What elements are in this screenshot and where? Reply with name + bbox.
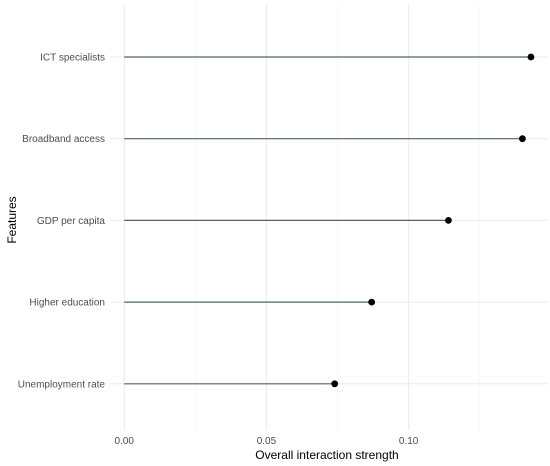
- x-tick-labels: 0.00 0.05 0.10: [114, 436, 418, 447]
- y-tick-label: Higher education: [29, 298, 105, 309]
- grid-layer: [110, 4, 548, 430]
- x-tick-label: 0.05: [257, 436, 277, 447]
- y-tick-labels: ICT specialists Broadband access GDP per c…: [18, 53, 106, 391]
- x-tick-label: 0.10: [399, 436, 419, 447]
- y-tick-label: Unemployment rate: [18, 379, 106, 390]
- y-tick-label: GDP per capita: [37, 216, 106, 227]
- y-axis-title: Features: [5, 196, 19, 243]
- lollipop-point: [368, 298, 376, 306]
- lollipop-point: [527, 53, 535, 61]
- lollipop-point: [331, 380, 339, 388]
- x-axis-title: Overall interaction strength: [255, 448, 398, 462]
- lollipop-point: [519, 135, 526, 143]
- point-layer: [331, 53, 535, 388]
- segment-layer: [124, 56, 531, 385]
- x-tick-label: 0.00: [114, 436, 134, 447]
- lollipop-point: [445, 217, 452, 224]
- y-tick-label: Broadband access: [22, 134, 105, 145]
- y-tick-label: ICT specialists: [40, 53, 105, 64]
